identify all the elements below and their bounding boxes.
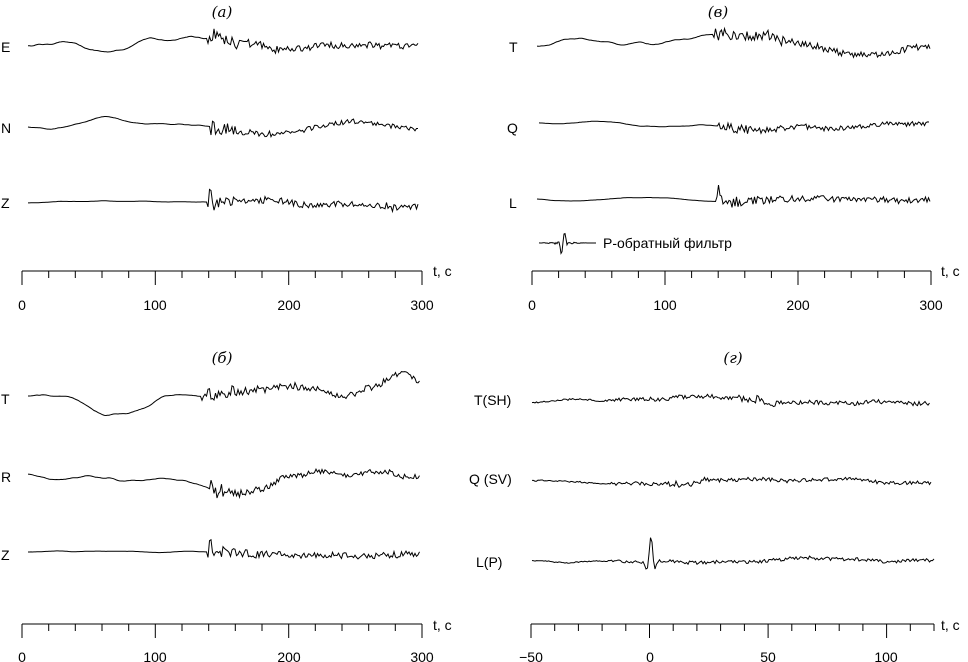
trace-t-sh-waveform <box>531 393 930 408</box>
panel-b: (б) T R Z 0 100 200 300 t, c <box>1 349 452 662</box>
trace-l-waveform <box>536 185 931 208</box>
panel-g: (г) T(SH) Q (SV) L(P) −50 0 50 100 t, c <box>469 349 960 662</box>
trace-label-l-p: L(P) <box>476 554 502 570</box>
trace-label-l: L <box>509 195 517 211</box>
panel-b-title: (б) <box>212 349 233 367</box>
p-inverse-filter-label: P-обратный фильтр <box>603 235 732 251</box>
p-inverse-filter-waveform <box>538 232 596 255</box>
panel-a: (a) E N Z 0 100 200 300 t, c <box>1 3 452 313</box>
time-axis-b <box>21 623 423 638</box>
tick-label-g-0: 0 <box>646 649 654 662</box>
trace-label-e: E <box>1 39 10 55</box>
trace-label-q-sv: Q (SV) <box>469 471 512 487</box>
trace-label-t: T <box>1 391 10 407</box>
tick-label-b-100: 100 <box>143 649 167 662</box>
trace-e-waveform <box>28 28 419 55</box>
tick-label-v-0: 0 <box>528 297 536 313</box>
axis-unit-g: t, c <box>941 617 960 633</box>
trace-label-z: Z <box>1 547 10 563</box>
trace-z-waveform <box>28 188 419 214</box>
tick-label-g-100: 100 <box>874 649 898 662</box>
trace-q-waveform <box>538 120 930 135</box>
time-axis-a <box>21 270 423 285</box>
trace-label-t-sh: T(SH) <box>474 392 511 408</box>
tick-label-g-m50: −50 <box>519 649 543 662</box>
axis-unit-v: t, c <box>941 263 960 279</box>
tick-label-a-100: 100 <box>143 297 167 313</box>
tick-label-a-0: 0 <box>18 297 26 313</box>
tick-label-g-50: 50 <box>760 649 776 662</box>
trace-z-waveform <box>28 538 420 560</box>
tick-label-v-300: 300 <box>919 297 943 313</box>
trace-q-sv-waveform <box>532 476 932 489</box>
time-axis-v <box>531 270 932 285</box>
trace-label-r: R <box>1 469 11 485</box>
tick-label-b-300: 300 <box>410 649 434 662</box>
trace-label-t: T <box>509 39 518 55</box>
tick-label-a-200: 200 <box>277 297 301 313</box>
tick-label-a-300: 300 <box>410 297 434 313</box>
panel-v: (в) T Q L P-обратный фильтр 0 100 200 30… <box>507 3 960 313</box>
axis-unit-b: t, c <box>433 617 452 633</box>
trace-label-z: Z <box>1 195 10 211</box>
trace-label-n: N <box>1 120 11 136</box>
tick-label-v-200: 200 <box>786 297 810 313</box>
trace-r-waveform <box>27 467 420 500</box>
trace-label-q: Q <box>507 120 518 136</box>
tick-label-v-100: 100 <box>653 297 677 313</box>
panel-v-title: (в) <box>708 3 729 21</box>
tick-label-b-0: 0 <box>18 649 26 662</box>
panel-a-title: (a) <box>212 3 233 21</box>
panel-g-title: (г) <box>723 349 742 367</box>
trace-t-waveform <box>536 26 931 59</box>
trace-l-p-waveform <box>531 537 935 570</box>
trace-n-waveform <box>27 116 418 139</box>
tick-label-b-200: 200 <box>277 649 301 662</box>
axis-unit-a: t, c <box>433 263 452 279</box>
trace-t-waveform <box>28 371 420 417</box>
time-axis-g <box>530 623 935 638</box>
